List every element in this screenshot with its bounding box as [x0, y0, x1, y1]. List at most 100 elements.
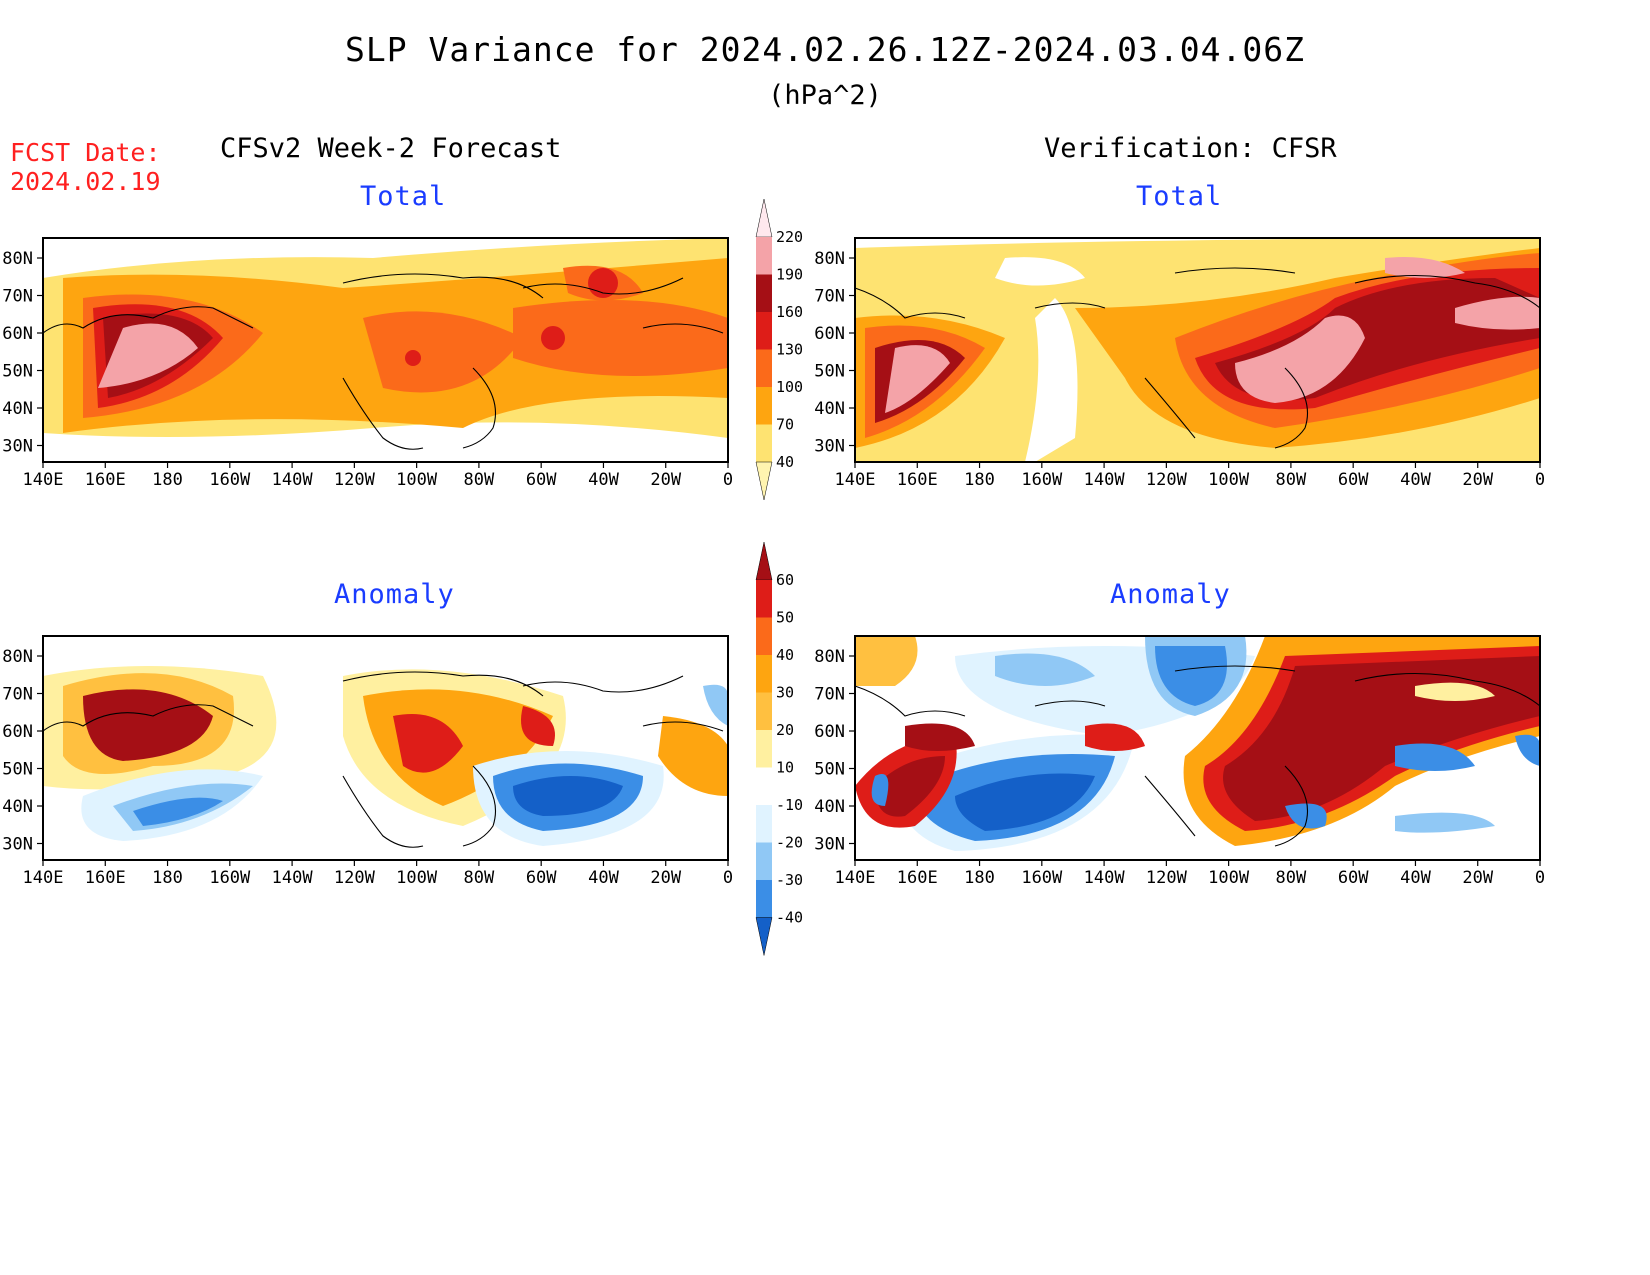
colorbar-label: 70	[776, 416, 794, 434]
lon-tick-label: 160W	[1021, 470, 1063, 490]
lon-tick-label: 60W	[526, 868, 557, 888]
lon-tick-label: 140W	[272, 868, 314, 888]
lat-tick-label: 60N	[814, 722, 845, 742]
colorbar-swatch	[756, 580, 772, 618]
colorbar-label: 60	[776, 571, 794, 589]
colorbar-label: 30	[776, 684, 794, 702]
forecast-anomaly-lon-axis: 140E 160E 180 160W 140W 120W 100W 80W 60W 40W 20W 0	[23, 860, 733, 888]
verification-total-title: Total	[1136, 181, 1223, 212]
fcst-date-block: FCST Date: 2024.02.19	[10, 138, 161, 196]
verification-anomaly-lat-axis: 80N 70N 60N 50N 40N 30N	[814, 647, 855, 855]
lon-tick-label: 160E	[85, 470, 126, 490]
lat-tick-label: 40N	[814, 797, 845, 817]
colorbar-swatch	[756, 312, 772, 350]
lon-tick-label: 0	[723, 868, 733, 888]
lon-tick-label: 120W	[334, 868, 376, 888]
lon-tick-label: 160E	[897, 470, 938, 490]
anomaly-colorbar: 60 50 40 30 20 10 -10 -20 -30 -40	[755, 541, 803, 956]
lat-tick-label: 80N	[814, 647, 845, 667]
lon-tick-label: 60W	[1338, 868, 1369, 888]
lon-tick-label: 100W	[396, 470, 438, 490]
colorbar-swatch	[756, 730, 772, 768]
lat-tick-label: 70N	[814, 685, 845, 705]
lat-tick-label: 80N	[814, 249, 845, 269]
lon-tick-label: 180	[964, 470, 995, 490]
colorbar-swatch	[756, 805, 772, 843]
lon-tick-label: 80W	[1276, 868, 1307, 888]
verification-total-lat-axis: 80N 70N 60N 50N 40N 30N	[814, 249, 855, 457]
lat-tick-label: 50N	[2, 760, 33, 780]
lon-tick-label: 140E	[835, 868, 876, 888]
lat-tick-label: 60N	[814, 324, 845, 344]
lon-tick-label: 140W	[1084, 470, 1126, 490]
lon-tick-label: 60W	[526, 470, 557, 490]
lon-tick-label: 100W	[1208, 868, 1250, 888]
colorbar-swatch	[756, 655, 772, 693]
fcst-date-value: 2024.02.19	[10, 167, 161, 196]
lat-tick-label: 30N	[2, 835, 33, 855]
lon-tick-label: 0	[1535, 868, 1545, 888]
colorbar-label: 10	[776, 759, 794, 777]
lon-tick-label: 160E	[85, 868, 126, 888]
lon-tick-label: 20W	[1462, 470, 1493, 490]
lon-tick-label: 100W	[1208, 470, 1250, 490]
lon-tick-label: 160W	[209, 868, 251, 888]
lat-tick-label: 70N	[2, 685, 33, 705]
lon-tick-label: 20W	[1462, 868, 1493, 888]
lon-tick-label: 180	[964, 868, 995, 888]
lon-tick-label: 160W	[1021, 868, 1063, 888]
colorbar-label: 160	[776, 303, 803, 321]
colorbar-label: 100	[776, 378, 803, 396]
lat-tick-label: 40N	[2, 797, 33, 817]
lon-tick-label: 180	[152, 868, 183, 888]
colorbar-label: -10	[776, 796, 803, 814]
fcst-date-label: FCST Date:	[10, 138, 161, 167]
verification-anomaly-lon-axis: 140E 160E 180 160W 140W 120W 100W 80W 60W 40W 20W 0	[835, 860, 1545, 888]
lat-tick-label: 70N	[814, 287, 845, 307]
colorbar-swatch	[756, 767, 772, 805]
colorbar-label: 190	[776, 266, 803, 284]
colorbar-top-arrow	[755, 541, 773, 581]
lon-tick-label: 80W	[1276, 470, 1307, 490]
colorbar-label: -40	[776, 909, 803, 927]
lon-tick-label: 180	[152, 470, 183, 490]
lon-tick-label: 20W	[650, 868, 681, 888]
verification-total-lon-axis: 140E 160E 180 160W 140W 120W 100W 80W 60W 40W 20W 0	[835, 462, 1545, 490]
colorbar-label: 20	[776, 721, 794, 739]
colorbar-swatch	[756, 842, 772, 880]
lon-tick-label: 60W	[1338, 470, 1369, 490]
colorbar-swatch	[756, 617, 772, 655]
lon-tick-label: 140E	[23, 470, 64, 490]
lon-tick-label: 140W	[272, 470, 314, 490]
lon-tick-label: 40W	[588, 470, 619, 490]
colorbar-swatch	[756, 349, 772, 387]
lon-tick-label: 140E	[835, 470, 876, 490]
lon-tick-label: 140W	[1084, 868, 1126, 888]
lon-tick-label: 80W	[464, 868, 495, 888]
lat-tick-label: 40N	[2, 399, 33, 419]
lon-tick-label: 20W	[650, 470, 681, 490]
verification-anomaly-title: Anomaly	[1110, 579, 1231, 610]
lon-tick-label: 40W	[588, 868, 619, 888]
colorbar-label: 40	[776, 646, 794, 664]
colorbar-swatch	[756, 237, 772, 275]
colorbar-label: 220	[776, 228, 803, 246]
colorbar-label: -20	[776, 834, 803, 852]
lon-tick-label: 160W	[209, 470, 251, 490]
colorbar-swatch	[756, 880, 772, 918]
lon-tick-label: 160E	[897, 868, 938, 888]
forecast-total-lon-axis: 140E 160E 180 160W 140W 120W 100W 80W 60W 40W 20W 0	[23, 462, 733, 490]
colorbar-label: -30	[776, 871, 803, 889]
lat-tick-label: 60N	[2, 324, 33, 344]
lat-tick-label: 30N	[2, 437, 33, 457]
forecast-total-title: Total	[360, 181, 447, 212]
lon-tick-label: 100W	[396, 868, 438, 888]
lat-tick-label: 30N	[814, 835, 845, 855]
lat-tick-label: 50N	[2, 362, 33, 382]
colorbar-swatch	[756, 692, 772, 730]
verification-column-title: Verification: CFSR	[1044, 133, 1337, 164]
colorbar-top-arrow	[755, 198, 773, 238]
units-label: (hPa^2)	[768, 80, 882, 111]
verification-total-map: 80N 70N 60N 50N 40N 30N 140E 160E 180 160W 140W 12…	[814, 237, 1545, 490]
figure-title: SLP Variance for 2024.02.26.12Z-2024.03.…	[345, 30, 1305, 69]
